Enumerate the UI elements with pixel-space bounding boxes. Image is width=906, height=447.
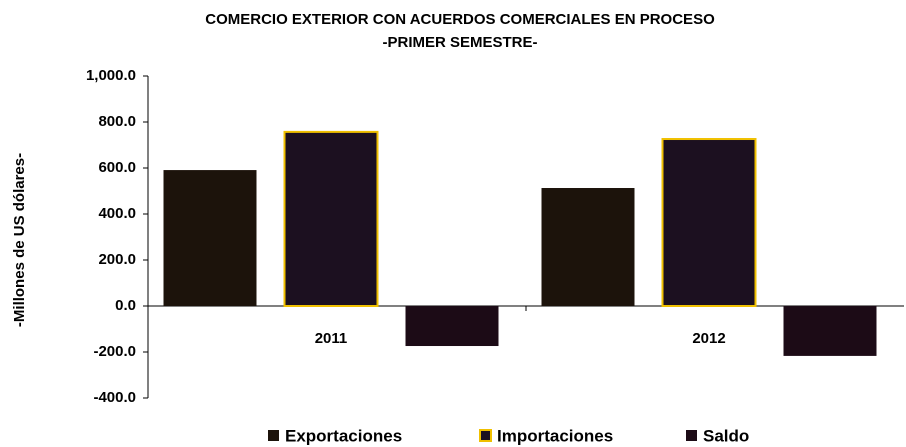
chart-title: COMERCIO EXTERIOR CON ACUERDOS COMERCIAL… bbox=[205, 11, 715, 28]
x-tick-label: 2012 bbox=[692, 330, 725, 347]
bar bbox=[783, 306, 877, 356]
bar bbox=[283, 130, 379, 307]
bar bbox=[661, 138, 757, 307]
y-tick-label: 800.0 bbox=[98, 113, 136, 130]
y-axis-label: -Millones de US dólares- bbox=[11, 153, 28, 327]
bar bbox=[405, 306, 499, 347]
legend-swatch bbox=[479, 429, 492, 442]
legend-swatch bbox=[268, 430, 279, 441]
y-tick-label: 600.0 bbox=[98, 159, 136, 176]
legend-label: Importaciones bbox=[497, 426, 613, 445]
y-tick-label: -200.0 bbox=[93, 343, 136, 360]
y-tick-label: 200.0 bbox=[98, 251, 136, 268]
y-tick-label: 1,000.0 bbox=[86, 67, 136, 84]
legend-label: Saldo bbox=[703, 426, 749, 445]
bar bbox=[163, 170, 257, 306]
y-tick-label: -400.0 bbox=[93, 389, 136, 406]
legend-swatch bbox=[686, 430, 697, 441]
legend-label: Exportaciones bbox=[285, 426, 402, 445]
x-tick-label: 2011 bbox=[315, 330, 348, 347]
bar bbox=[541, 188, 635, 306]
chart-subtitle: -PRIMER SEMESTRE- bbox=[382, 34, 537, 51]
y-tick-label: 0.0 bbox=[115, 297, 136, 314]
y-tick-label: 400.0 bbox=[98, 205, 136, 222]
